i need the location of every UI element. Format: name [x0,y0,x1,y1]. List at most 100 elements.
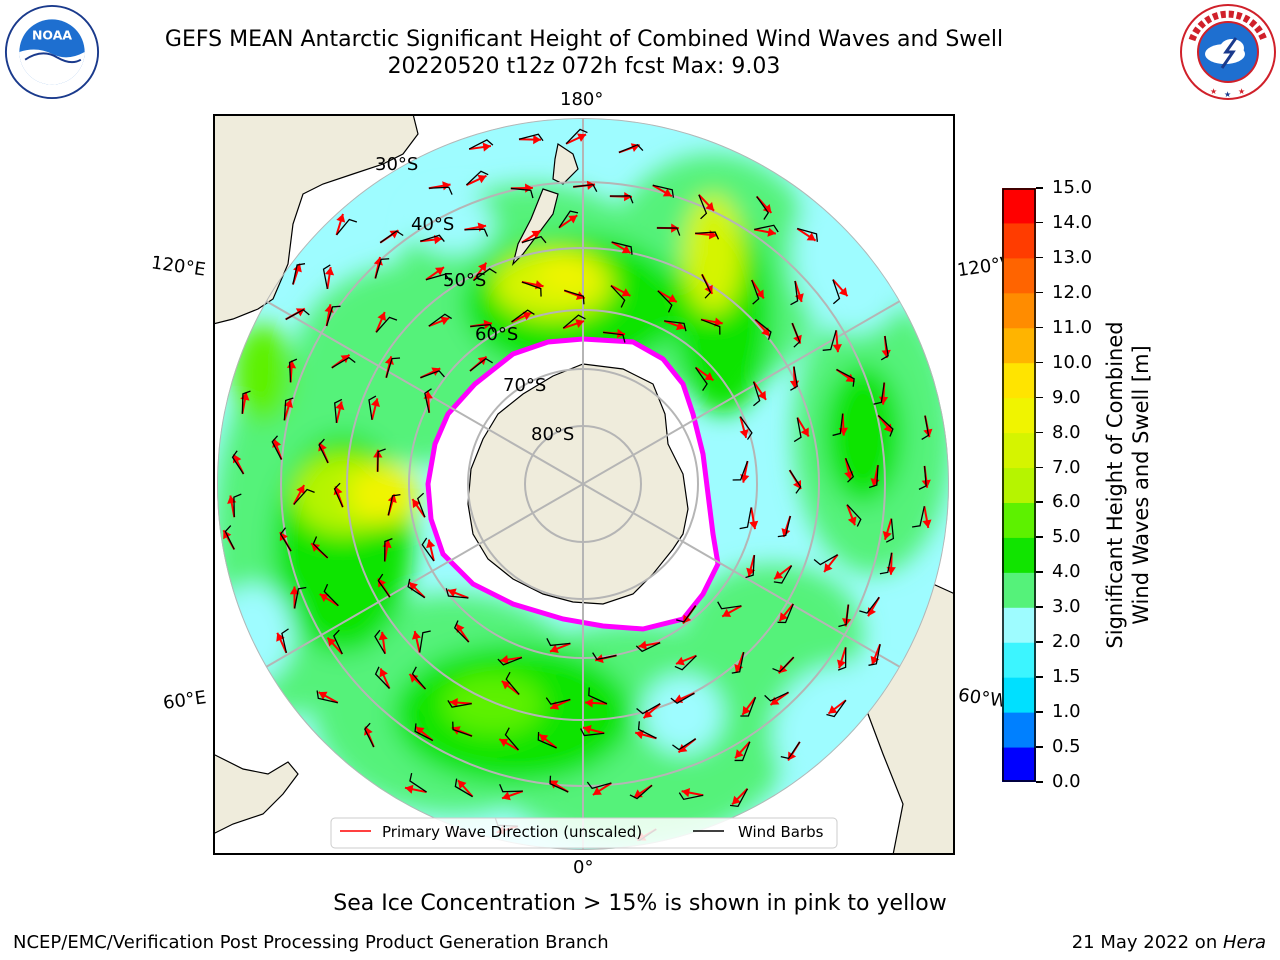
wave-arrow-head [447,588,457,598]
wave-arrow-head [324,267,335,276]
svg-text:★: ★ [1238,87,1245,96]
colorbar-label-line1: Significant Height of Combined [1103,321,1127,649]
wind-barb [921,415,930,441]
wind-barb [772,656,795,673]
wave-arrow-head [550,701,560,710]
wave-arrow-head [568,215,578,224]
wind-barb [826,699,847,718]
wind-barb [813,554,839,566]
wind-barb [385,357,401,378]
wave-arrow-head [335,401,345,411]
wave-arrow-head [276,632,285,642]
wind-barb [336,218,358,236]
lon-label-top: 180° [560,89,604,110]
wind-barb [652,184,675,198]
wave-arrow-head [549,780,559,789]
wind-barb [565,128,588,145]
svg-text:★: ★ [1224,90,1231,99]
wind-barb [754,224,779,233]
wind-barb [374,666,390,689]
wind-barb [859,596,880,614]
wind-barb [281,628,289,653]
wind-barb [636,703,661,715]
wind-barb [452,721,473,737]
colorbar-segment [1002,607,1036,643]
colorbar-segment [1002,537,1036,573]
antarctica [467,363,689,605]
wind-barb [537,731,557,749]
colorbar-tick-label: 4.0 [1052,561,1081,583]
footer-machine: Hera [1222,932,1266,953]
wind-barb [414,723,434,742]
colorbar-segment [1002,677,1036,713]
wind-barb [609,195,634,204]
footer-left: NCEP/EMC/Verification Post Processing Pr… [13,932,609,953]
wave-arrow-head [681,788,691,798]
wave-arrow-head [575,319,585,328]
wave-arrow-head [500,655,509,665]
wind-barb [420,370,445,379]
wave-arrow-head [370,398,380,408]
wind-barb [375,316,398,333]
colorbar-tick-label: 11.0 [1052,316,1093,338]
wind-barb [293,586,307,609]
colorbar-tick-label: 6.0 [1052,491,1081,513]
wind-barb [331,356,356,369]
wind-barb [777,603,794,624]
wave-arrow-head [844,471,854,480]
wind-barb [518,133,544,142]
colorbar-tick-label: 15.0 [1052,177,1093,198]
colorbar-tick-label: 10.0 [1052,351,1093,373]
wind-barb [603,331,626,343]
colorbar-tick-mark [1036,571,1043,573]
wave-arrow-head [499,738,509,747]
wave-arrow-head [378,631,388,641]
wave-arrow-head [662,188,672,197]
wind-barb [323,583,339,607]
wave-arrow-head [881,349,891,358]
colorbar-tick-mark [1036,396,1043,399]
wind-barb [664,320,687,332]
wave-arrow-head [767,227,776,237]
noaa-logo-icon: NOAA [4,4,100,100]
colorbar-tick-mark [1036,536,1043,538]
wave-arrow-head [788,751,797,761]
colorbar-tick-mark [1036,326,1043,329]
colorbar-segment [1002,188,1036,224]
wind-barb [419,630,431,653]
wave-arrow-head [378,578,387,588]
wind-barb [676,605,697,623]
lat-label: 50°S [443,270,486,291]
wind-barb [793,417,802,443]
colorbar-tick-label: 14.0 [1052,211,1093,233]
wave-arrow-head [734,663,744,673]
wave-arrow-head [828,705,838,714]
wave-arrow-head [704,372,714,381]
wave-arrow-head [793,479,801,489]
colorbar-segment [1002,397,1036,434]
wind-barb [752,381,761,407]
wind-barb [504,727,519,751]
wind-barb [374,629,386,655]
wave-arrow-head [336,213,346,223]
wind-barb [233,493,242,518]
colorbar-segment [1002,432,1036,469]
colorbar-tick-label: 12.0 [1052,281,1093,303]
wind-barb [466,170,489,186]
colorbar-tick-mark [1036,641,1043,643]
colorbar-tick-mark [1036,431,1043,434]
latitude-labels: 30°S 40°S 50°S 60°S 70°S 80°S [375,154,574,445]
wind-barb [846,504,862,527]
chart-subtitle: 20220520 t12z 072h fcst Max: 9.03 [387,54,781,79]
colorbar-tick-mark [1036,606,1043,608]
wave-arrow-head [762,204,772,213]
wind-barb [464,228,489,237]
lon-label-bottom: 0° [573,857,594,878]
wave-arrow-head [749,520,759,530]
wave-arrow-head [832,344,842,353]
wave-arrow-head [678,743,688,753]
wind-barb [411,666,427,690]
wave-arrow-head [779,612,788,622]
wind-barb [845,457,855,483]
colorbar-tick-label: 0.5 [1052,736,1081,758]
